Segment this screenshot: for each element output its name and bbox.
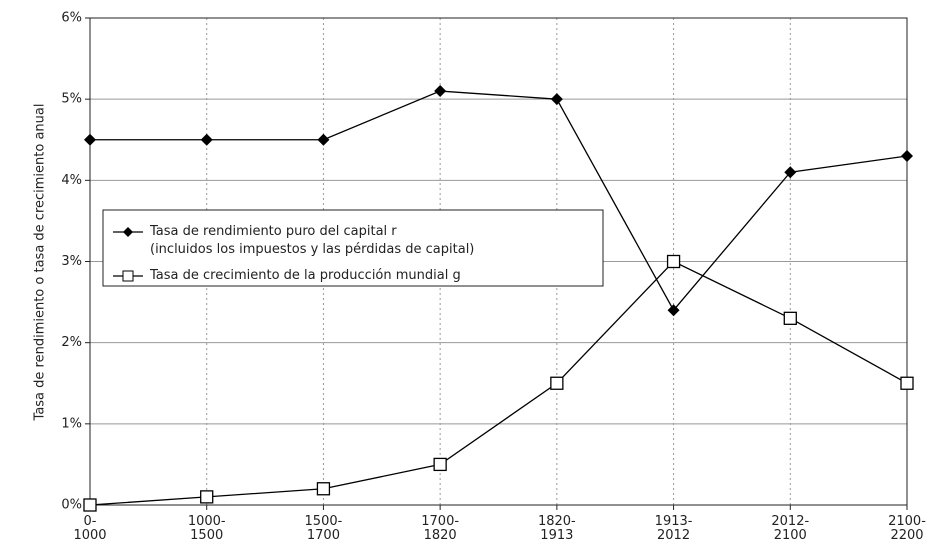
legend-marker bbox=[122, 270, 134, 282]
x-tick-label: 2012- 2100 bbox=[771, 514, 810, 543]
x-tick-label: 1500- 1700 bbox=[304, 514, 343, 543]
y-tick-label: 1% bbox=[61, 416, 82, 431]
legend-label: Tasa de rendimiento puro del capital r (… bbox=[150, 224, 475, 257]
y-tick-label: 3% bbox=[61, 254, 82, 269]
point bbox=[434, 85, 447, 98]
series-line bbox=[89, 260, 908, 506]
x-tick-label: 0- 1000 bbox=[73, 514, 107, 543]
point bbox=[550, 376, 564, 390]
legend-label: Tasa de crecimiento de la producción mun… bbox=[150, 268, 461, 283]
y-tick-label: 2% bbox=[61, 335, 82, 350]
point bbox=[84, 133, 96, 146]
point bbox=[666, 254, 681, 269]
point bbox=[901, 149, 913, 162]
x-tick-label: 2100- 2200 bbox=[888, 514, 926, 543]
point bbox=[783, 311, 797, 325]
x-tick-label: 1820- 1913 bbox=[537, 514, 576, 543]
plot-frame bbox=[89, 17, 908, 506]
series-line bbox=[90, 90, 908, 312]
y-tick-label: 5% bbox=[61, 92, 82, 107]
point bbox=[900, 376, 914, 390]
point bbox=[200, 133, 213, 146]
y-tick-label: 6% bbox=[61, 11, 82, 26]
point bbox=[433, 457, 447, 472]
y-tick-label: 0% bbox=[61, 498, 82, 513]
x-tick-label: 1700- 1820 bbox=[421, 514, 460, 543]
legend-marker bbox=[123, 227, 133, 237]
point bbox=[316, 482, 331, 496]
point bbox=[83, 498, 97, 512]
point bbox=[550, 93, 563, 106]
x-tick-label: 1000- 1500 bbox=[187, 514, 226, 543]
point bbox=[667, 304, 680, 317]
point bbox=[784, 166, 797, 179]
x-tick-label: 1913- 2012 bbox=[654, 514, 693, 543]
y-axis-label: Tasa de rendimiento o tasa de crecimient… bbox=[33, 104, 48, 422]
point bbox=[317, 133, 330, 146]
legend-box bbox=[102, 209, 604, 287]
y-tick-label: 4% bbox=[61, 173, 82, 188]
point bbox=[200, 490, 214, 504]
